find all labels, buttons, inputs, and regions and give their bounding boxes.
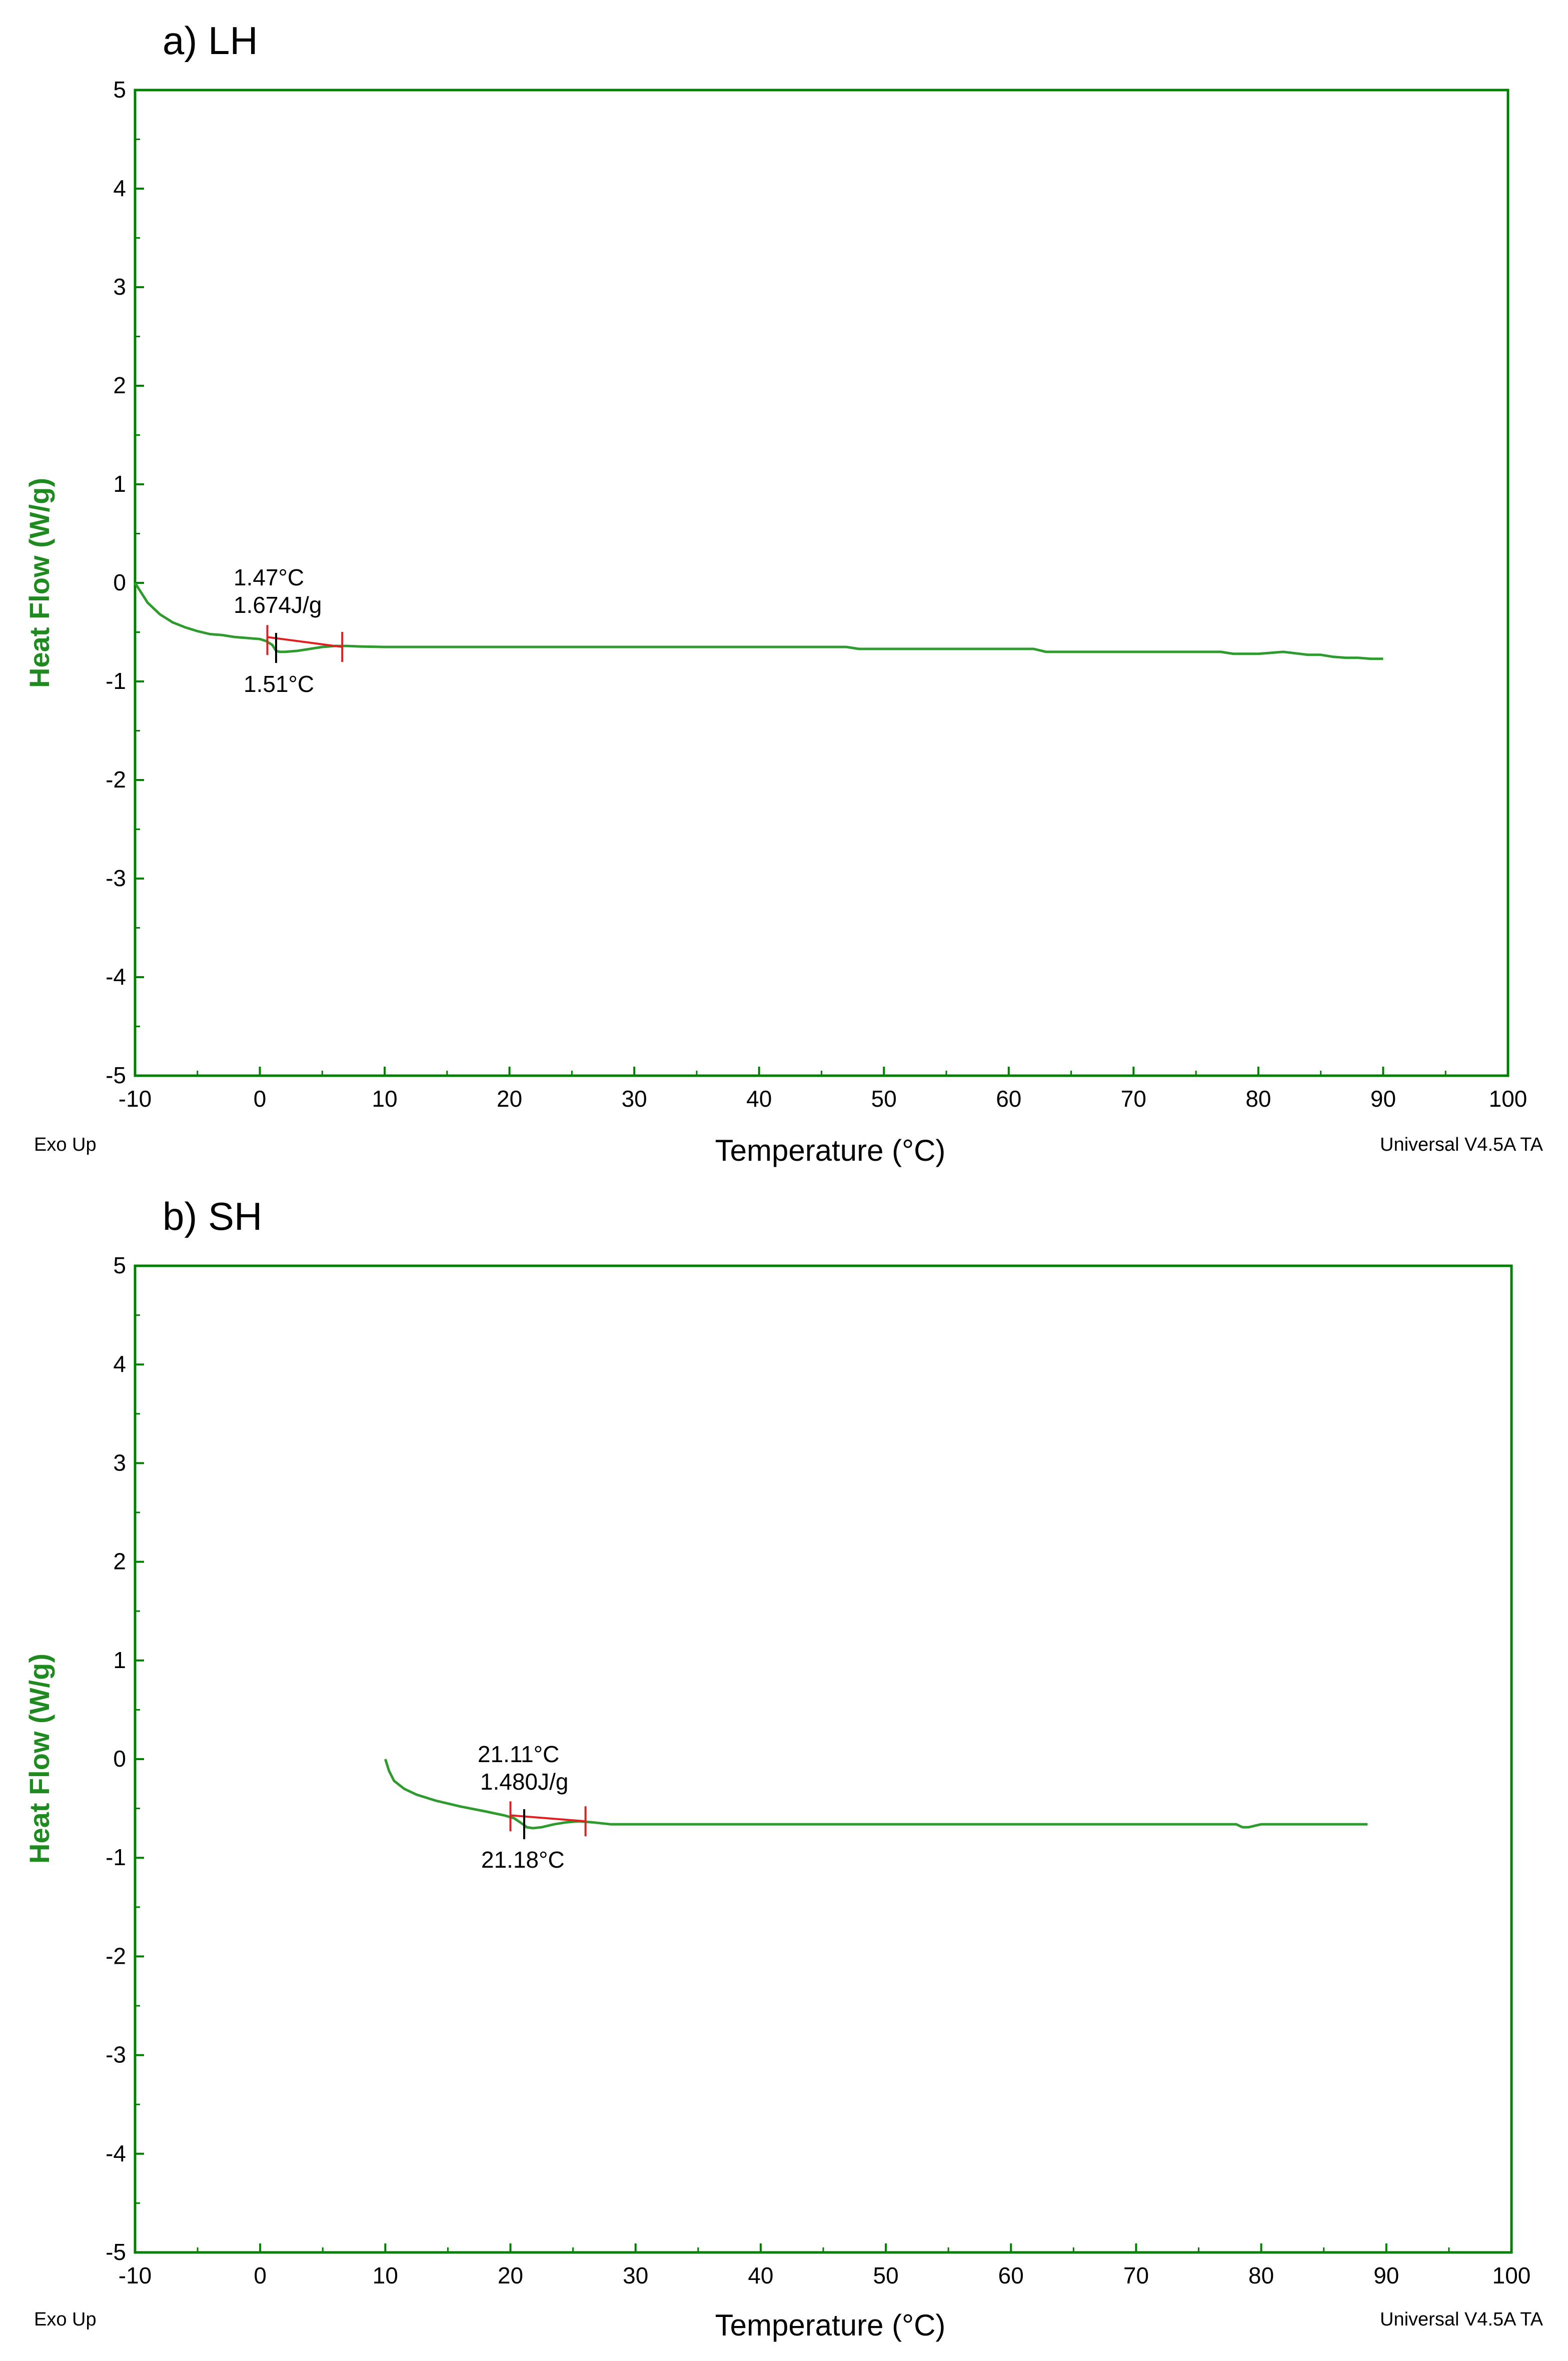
exo-up-label: Exo Up xyxy=(34,1134,97,1155)
y-tick-label: 2 xyxy=(113,1548,126,1575)
chart-title: b) SH xyxy=(163,1194,262,1238)
annotation-layer: 1.47°C 1.674J/g 1.51°C xyxy=(234,564,322,697)
x-tick-label: 80 xyxy=(1248,2262,1274,2288)
x-axis-label: Temperature (°C) xyxy=(715,2308,946,2342)
x-tick-label: 20 xyxy=(497,1086,522,1112)
x-tick-label: 30 xyxy=(623,2262,648,2288)
y-tick-label: 5 xyxy=(113,1252,126,1278)
x-tick-label: 0 xyxy=(254,1086,267,1112)
y-tick-label: -5 xyxy=(106,1062,126,1088)
x-tick-label: 40 xyxy=(746,1086,772,1112)
y-tick-label: 3 xyxy=(113,1449,126,1475)
x-axis-label: Temperature (°C) xyxy=(715,1134,946,1167)
x-tick-label: 0 xyxy=(254,2262,267,2288)
x-tick-label: 60 xyxy=(996,1086,1021,1112)
series-layer xyxy=(384,1759,1368,1840)
x-tick-label: 40 xyxy=(748,2262,773,2288)
onset-temp-label: 1.47°C xyxy=(234,564,304,590)
x-tick-label: 100 xyxy=(1492,2262,1531,2288)
x-tick-label: 100 xyxy=(1489,1086,1527,1112)
y-tick-label: 3 xyxy=(113,274,126,300)
y-tick-label: 0 xyxy=(113,569,126,595)
x-tick-label: 80 xyxy=(1245,1086,1271,1112)
y-tick-label: -1 xyxy=(106,1844,126,1870)
chart-title: a) LH xyxy=(163,19,258,63)
x-tick-label: 90 xyxy=(1370,1086,1396,1112)
y-tick-label: 4 xyxy=(113,175,126,201)
y-tick-label: 5 xyxy=(113,77,126,103)
software-version-label: Universal V4.5A TA xyxy=(1380,1134,1543,1155)
y-tick-label: 4 xyxy=(113,1351,126,1377)
annotation-layer: 21.11°C 1.480J/g 21.18°C xyxy=(478,1741,568,1873)
integration-baseline xyxy=(510,1814,586,1823)
enthalpy-label: 1.674J/g xyxy=(234,592,322,618)
y-axis: 5 4 3 2 1 0 -1 -2 -3 -4 -5 xyxy=(106,1252,144,2265)
x-tick-label: 20 xyxy=(498,2262,523,2288)
x-axis: -10 0 10 20 30 40 50 60 70 80 90 100 xyxy=(119,1067,1527,1112)
y-tick-label: -1 xyxy=(106,668,126,694)
x-tick-label: 50 xyxy=(871,1086,897,1112)
y-tick-label: -2 xyxy=(106,1943,126,1969)
x-tick-label: 30 xyxy=(622,1086,647,1112)
x-tick-label: -10 xyxy=(119,1086,152,1112)
y-tick-label: -3 xyxy=(106,2042,126,2068)
y-tick-label: -5 xyxy=(106,2239,126,2265)
series-layer xyxy=(134,582,1383,663)
x-tick-label: 90 xyxy=(1373,2262,1399,2288)
y-tick-label: 0 xyxy=(113,1746,126,1772)
heat-flow-curve xyxy=(384,1759,1368,1830)
y-tick-label: -2 xyxy=(106,766,126,793)
y-tick-label: -4 xyxy=(106,964,126,990)
peak-temp-label: 1.51°C xyxy=(244,671,314,697)
y-axis-label: Heat Flow (W/g) xyxy=(24,1654,55,1864)
y-axis: 5 4 3 2 1 0 -1 -2 -3 -4 -5 xyxy=(106,77,144,1088)
y-tick-label: -4 xyxy=(106,2140,126,2166)
y-tick-label: 2 xyxy=(113,372,126,398)
x-tick-label: -10 xyxy=(119,2262,152,2288)
x-tick-label: 10 xyxy=(373,2262,398,2288)
heat-flow-curve xyxy=(134,582,1383,660)
y-tick-label: 1 xyxy=(113,471,126,497)
x-tick-label: 50 xyxy=(873,2262,899,2288)
software-version-label: Universal V4.5A TA xyxy=(1380,2309,1543,2330)
peak-temp-label: 21.18°C xyxy=(481,1847,565,1873)
y-axis-label: Heat Flow (W/g) xyxy=(24,478,55,688)
enthalpy-label: 1.480J/g xyxy=(480,1769,568,1795)
onset-temp-label: 21.11°C xyxy=(478,1741,559,1767)
integration-baseline xyxy=(267,636,343,648)
exo-up-label: Exo Up xyxy=(34,2309,97,2330)
x-tick-label: 70 xyxy=(1121,1086,1146,1112)
x-tick-label: 60 xyxy=(998,2262,1024,2288)
x-axis: -10 0 10 20 30 40 50 60 70 80 90 100 xyxy=(119,2243,1531,2288)
y-tick-label: 1 xyxy=(113,1647,126,1673)
x-tick-label: 70 xyxy=(1123,2262,1149,2288)
x-tick-label: 10 xyxy=(372,1086,398,1112)
y-tick-label: -3 xyxy=(106,865,126,891)
